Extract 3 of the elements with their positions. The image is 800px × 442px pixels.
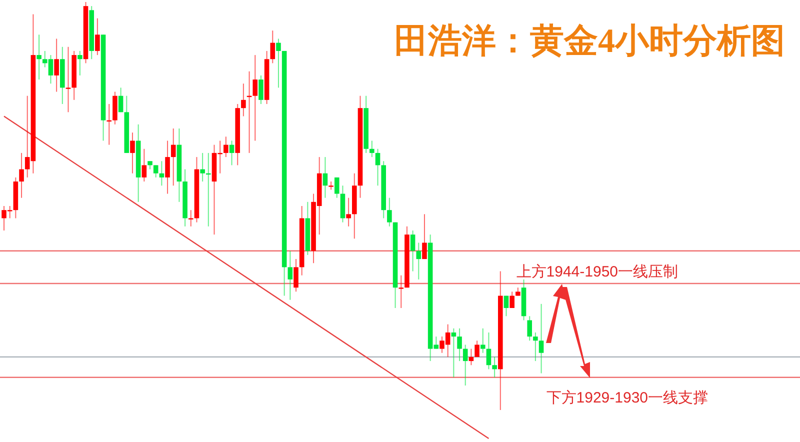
- text: 田浩洋：黄金4小时分析图: [394, 23, 785, 60]
- ref-line-label: 上方1944-1950一线压制: [516, 264, 678, 281]
- ref-line-label: 下方1929-1930一线支撑: [546, 389, 708, 406]
